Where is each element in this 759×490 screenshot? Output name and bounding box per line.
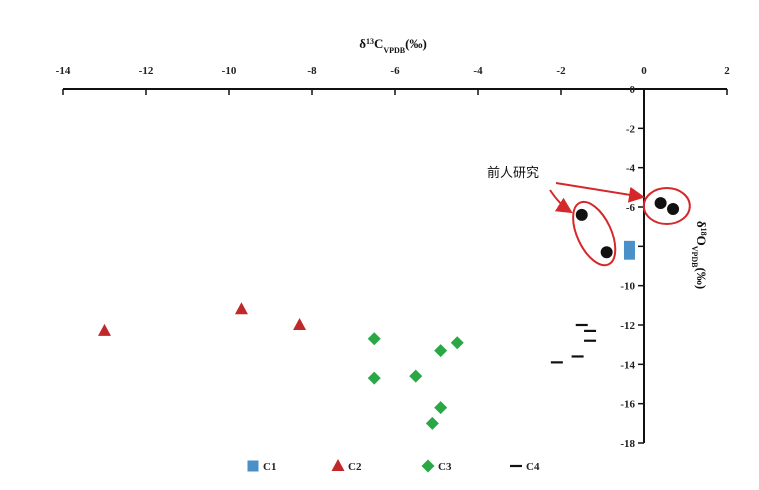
legend-label-c3: C3 (438, 461, 452, 473)
c2-point (234, 302, 248, 315)
x-tick-label: -12 (139, 65, 154, 77)
y-tick-label: -6 (626, 202, 636, 214)
legend-marker-c2 (331, 459, 345, 471)
c3-point (425, 416, 439, 430)
annotation-arrow (555, 182, 645, 203)
y-tick-label: 0 (630, 84, 636, 96)
previous-study-point (600, 246, 613, 259)
x-tick-label: -10 (222, 65, 237, 77)
y-tick-label: -4 (626, 163, 636, 175)
c1-point (623, 248, 635, 260)
c2-point (98, 323, 111, 336)
x-tick-label: -2 (556, 65, 566, 77)
legend-marker-c1 (247, 460, 259, 472)
highlight-ellipses (572, 187, 691, 267)
annotation-arrow (549, 189, 573, 214)
y-tick-label: -12 (620, 320, 635, 332)
x-tick-label: -8 (307, 65, 317, 77)
highlight-ellipse (642, 187, 691, 226)
x-axis: -14 -12 -10 -8 -6 -4 -2 0 2 (56, 65, 730, 95)
x-tick-label: -14 (56, 65, 71, 77)
c2-point (293, 318, 307, 330)
x-tick-label: 2 (724, 65, 730, 77)
x-axis-title: δ13CVPDB(‰) (359, 36, 427, 55)
previous-study-point (575, 208, 588, 221)
annotation: 前人研究 (487, 165, 645, 214)
data-points (98, 197, 680, 430)
legend-marker-c3 (421, 459, 435, 473)
c3-point (434, 401, 448, 415)
y-tick-label: -16 (620, 399, 635, 411)
c1-point (623, 240, 635, 252)
y-axis-title: δ18OVPDB(‰) (691, 221, 710, 289)
legend-label-c4: C4 (526, 461, 540, 473)
x-tick-label: 0 (641, 65, 647, 77)
y-tick-label: -14 (620, 359, 635, 371)
y-tick-label: -2 (626, 123, 636, 135)
y-tick-label: -10 (620, 281, 635, 293)
c3-point (367, 371, 381, 385)
previous-study-point (654, 197, 667, 210)
c3-point (434, 344, 448, 358)
c3-point (367, 332, 381, 346)
highlight-ellipse (572, 200, 617, 267)
y-axis: 0-2-4-6-8-10-12-14-16-18 (620, 84, 645, 450)
annotation-label: 前人研究 (487, 165, 539, 181)
x-tick-label: -4 (473, 65, 483, 77)
legend-label-c2: C2 (348, 461, 362, 473)
c3-point (450, 336, 464, 350)
y-tick-label: -18 (620, 438, 635, 450)
previous-study-point (667, 202, 680, 215)
x-tick-label: -6 (390, 65, 400, 77)
legend: C1 C2 C3 C4 (247, 459, 540, 473)
legend-label-c1: C1 (263, 461, 276, 473)
c3-point (409, 369, 423, 383)
